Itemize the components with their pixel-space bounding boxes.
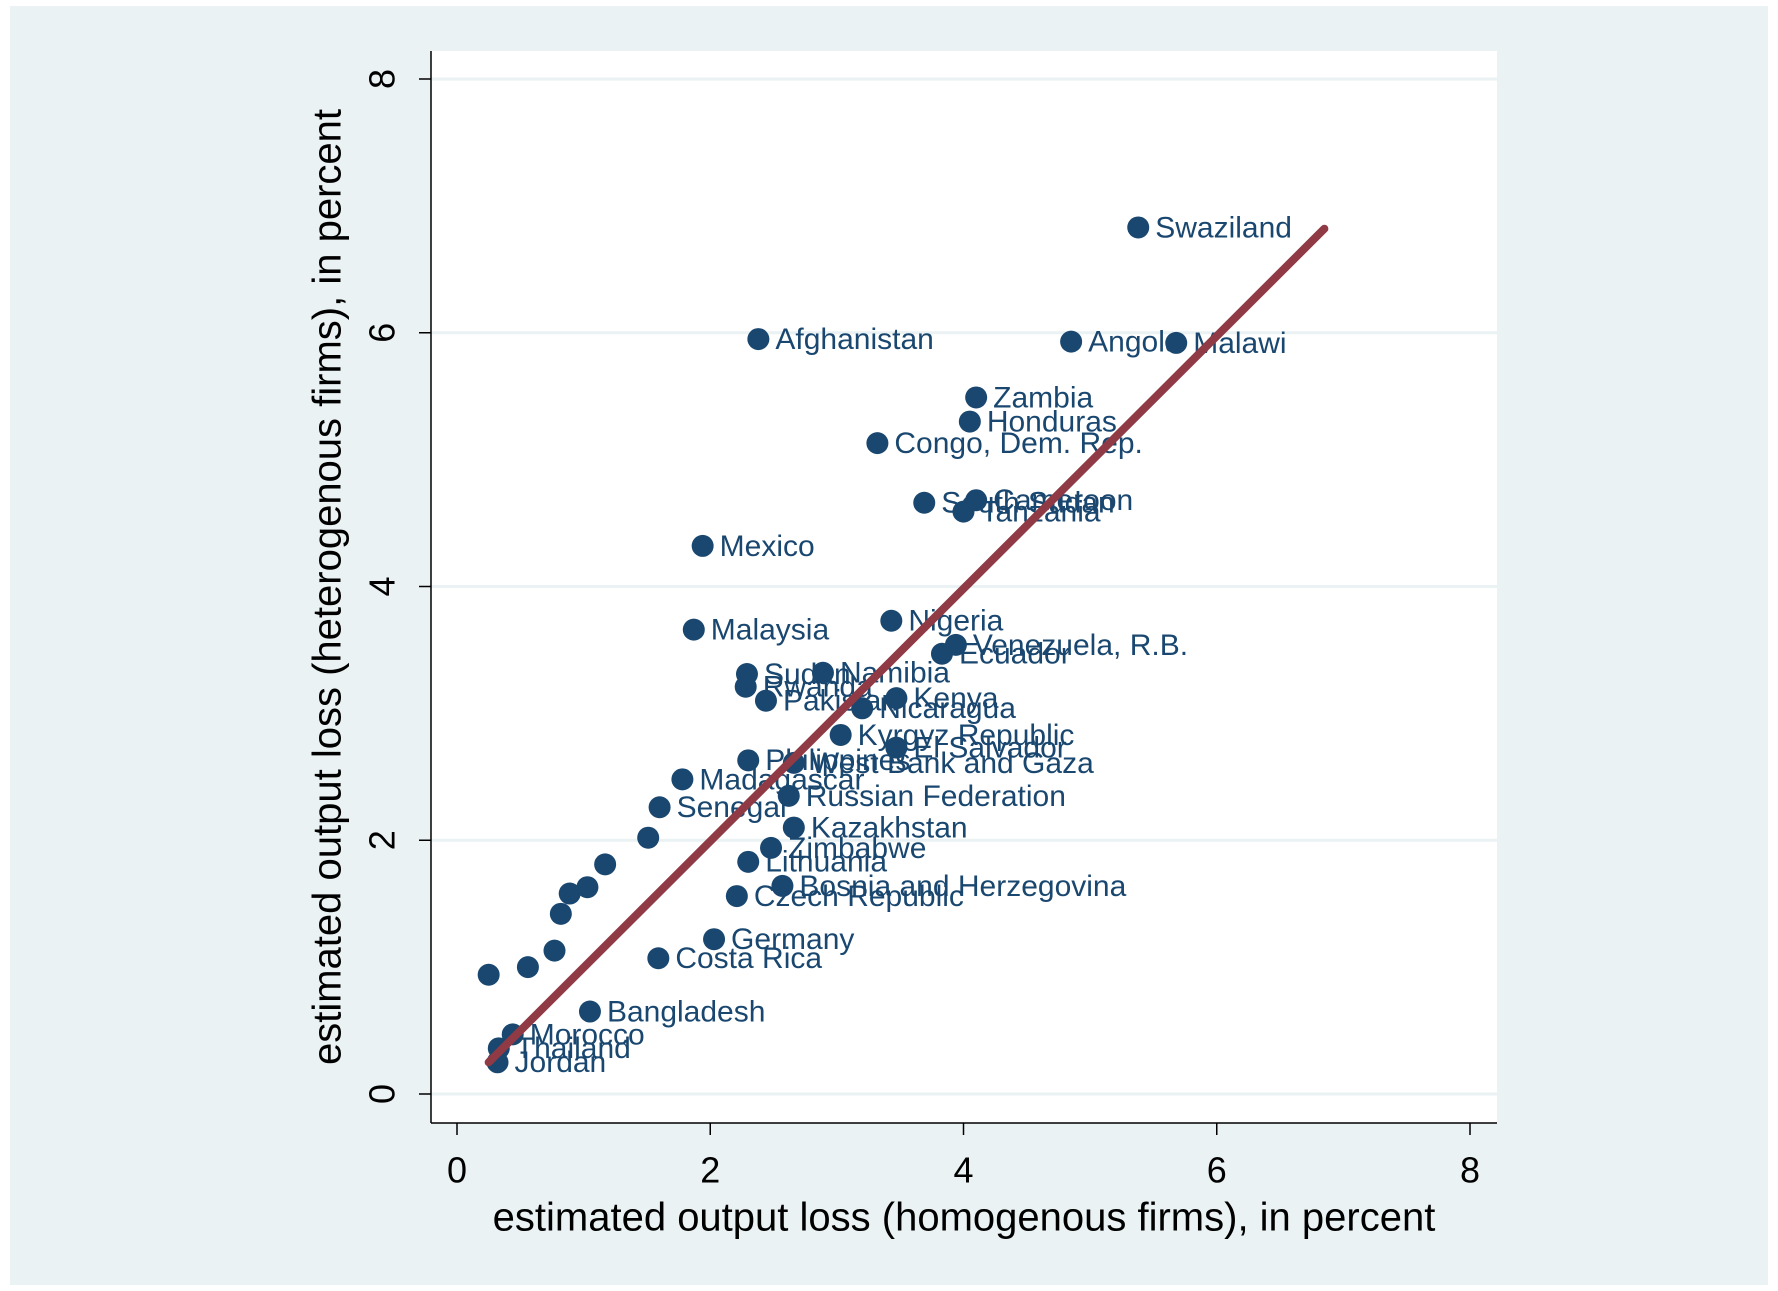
point [578, 1000, 601, 1023]
point [952, 500, 975, 523]
point-label: Swaziland [1155, 211, 1292, 244]
point-label: Bangladesh [607, 995, 765, 1028]
point-label: Kenya [913, 682, 998, 715]
point-label: Czech Republic [754, 880, 964, 913]
point [771, 874, 794, 897]
y-tick-label: 8 [362, 69, 403, 89]
x-tick-label: 2 [700, 1150, 720, 1191]
point [671, 768, 694, 791]
x-tick-label: 0 [447, 1150, 467, 1191]
x-tick-label: 4 [953, 1150, 973, 1191]
point [648, 796, 671, 819]
fit-line [484, 224, 1329, 1067]
point [851, 697, 874, 720]
point [747, 328, 770, 351]
point-label: Kazakhstan [811, 811, 968, 844]
x-tick-label: 6 [1207, 1150, 1227, 1191]
point [543, 939, 566, 962]
point [576, 876, 599, 899]
point [477, 963, 500, 986]
point-label: Afghanistan [775, 323, 933, 356]
y-tick-label: 0 [362, 1084, 403, 1104]
point [885, 736, 908, 759]
point [782, 816, 805, 839]
point [930, 642, 953, 665]
y-tick-label: 4 [362, 576, 403, 596]
point [811, 661, 834, 684]
point [1060, 330, 1083, 353]
point [725, 885, 748, 908]
point [885, 687, 908, 710]
point [913, 491, 936, 514]
point-label: Mexico [720, 530, 815, 563]
point [1127, 216, 1150, 239]
point-label: Zimbabwe [788, 832, 926, 865]
point-label: Costa Rica [675, 942, 822, 975]
point-label: Germany [731, 923, 854, 956]
point-label: Honduras [987, 405, 1117, 438]
point [516, 956, 539, 979]
point [737, 850, 760, 873]
point-label: Zambia [993, 381, 1093, 414]
point [682, 618, 705, 641]
point [691, 534, 714, 557]
point [558, 882, 581, 905]
point-label: Ecuador [959, 638, 1071, 671]
point-label: Malaysia [711, 614, 830, 647]
point-label: Bosnia and Herzegovina [799, 870, 1126, 903]
point [637, 826, 660, 849]
y-axis-title: estimated output loss (heterogenous firm… [306, 109, 350, 1065]
point-label: Morocco [530, 1018, 645, 1051]
point-label: Sudan [764, 658, 851, 691]
point [958, 410, 981, 433]
point [880, 609, 903, 632]
point [754, 689, 777, 712]
point [549, 902, 572, 925]
point [965, 386, 988, 409]
y-tick-label: 6 [362, 323, 403, 343]
point-label: Russian Federation [806, 780, 1066, 813]
point-label: Jordan [515, 1046, 607, 1079]
point-label: El Salvador [913, 732, 1066, 765]
point [866, 432, 889, 455]
point-label: Thailand [516, 1032, 631, 1065]
point [734, 675, 757, 698]
point-label: Lithuania [765, 846, 887, 879]
point [594, 853, 617, 876]
x-tick-label: 8 [1460, 1150, 1480, 1191]
point-label: West Bank and Gaza [811, 747, 1094, 780]
y-tick-label: 2 [362, 830, 403, 850]
point [647, 947, 670, 970]
point [760, 836, 783, 859]
point-label: Nicaragua [879, 692, 1016, 725]
point [829, 723, 852, 746]
point-label: Venezuela, R.B. [973, 629, 1188, 662]
point [1165, 331, 1188, 354]
point [703, 928, 726, 951]
x-axis-title: estimated output loss (homogenous firms)… [493, 1196, 1436, 1240]
point [737, 749, 760, 772]
point [777, 784, 800, 807]
